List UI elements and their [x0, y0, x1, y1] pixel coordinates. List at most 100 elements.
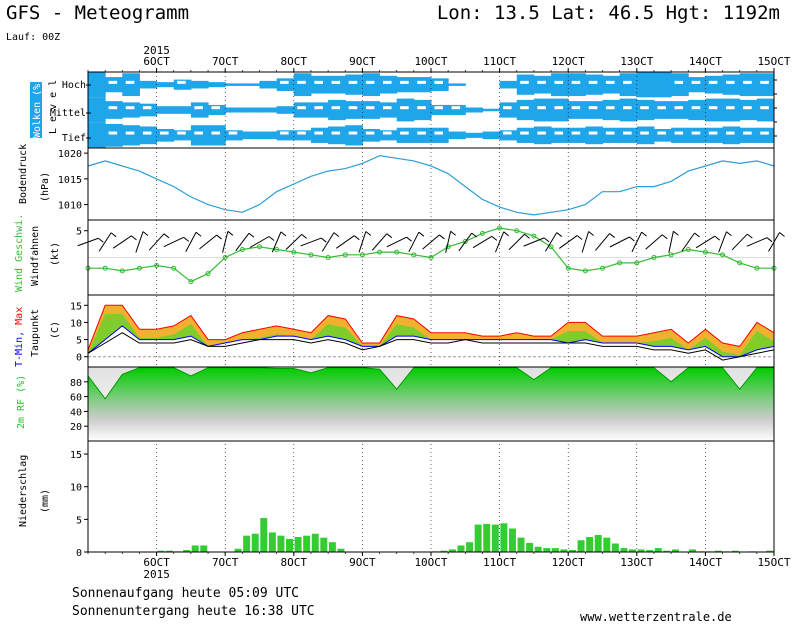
cloud-cell-hoch	[705, 75, 724, 94]
precip-bar	[654, 548, 662, 552]
precip-bar	[191, 545, 199, 552]
date-label-bottom: 12OCT	[552, 556, 585, 569]
wind-barb-feather	[471, 232, 478, 238]
wind-speed-line	[88, 227, 774, 283]
precip-bar	[311, 533, 319, 552]
cloud-cell-hoch	[413, 77, 432, 93]
cloud-cell-mittel	[465, 107, 483, 113]
cloud-cell-mittel	[653, 101, 672, 119]
cloud-cell-hoch	[396, 77, 415, 93]
precip-bar	[157, 550, 165, 552]
cloud-cell-hoch	[551, 73, 569, 97]
cloud-cell-tief	[379, 130, 398, 141]
cloud-cell-hoch	[242, 83, 260, 86]
website-link[interactable]: www.wetterzentrale.de	[580, 610, 732, 624]
cloud-cell-tief	[293, 130, 312, 141]
wind-barb-feather	[641, 231, 647, 237]
date-label-bottom: 15OCT	[757, 556, 790, 569]
precip-bar	[551, 548, 559, 552]
wind-speed-point	[720, 252, 726, 258]
precip-bar	[483, 523, 491, 552]
cloud-gap	[382, 80, 392, 84]
cloud-cell-tief	[688, 127, 706, 143]
wind-speed-point	[617, 260, 623, 266]
cloud-cell-tief	[516, 127, 535, 143]
cloud-gap	[605, 80, 615, 84]
cloud-gap	[760, 80, 769, 84]
wind-barb	[508, 233, 525, 251]
wind-barb-feather	[301, 233, 308, 239]
cloud-gap	[674, 131, 684, 135]
precip-bar	[234, 548, 242, 552]
wind-speed-point	[394, 249, 400, 255]
cloud-cell-tief	[431, 127, 449, 143]
cloud-cell-mittel	[756, 98, 775, 122]
wind-barb	[321, 232, 335, 252]
precip-bar	[569, 550, 576, 552]
cloud-gap	[314, 131, 323, 135]
precip-bar	[534, 546, 542, 552]
wind-barb-feather	[320, 237, 327, 243]
precip-bar	[577, 540, 585, 552]
wind-barb-feather	[714, 235, 721, 241]
cloud-gap	[108, 106, 118, 110]
cloud-gap	[503, 131, 512, 135]
cloud-gap	[640, 131, 649, 135]
precip-bar	[611, 543, 619, 552]
cloud-cell-hoch	[688, 77, 706, 93]
cloud-cell-hoch	[379, 75, 398, 94]
wind-barb-feather	[661, 234, 668, 240]
date-label-top: 6OCT	[143, 55, 170, 68]
cloud-gap	[125, 131, 135, 135]
wind-speed-point	[274, 246, 280, 252]
wind-barb-feather	[747, 233, 753, 239]
precip-bar	[766, 550, 774, 552]
cloud-cell-tief	[722, 126, 741, 145]
cloud-cell-tief	[259, 131, 278, 140]
wind-barb	[422, 234, 440, 250]
cloud-gap	[400, 131, 409, 135]
wind-barb	[300, 237, 322, 247]
precip-bar	[543, 548, 551, 552]
cloud-cell-hoch	[88, 72, 106, 98]
precip-bar	[268, 532, 276, 552]
cloud-gap	[382, 131, 392, 135]
year-label-top: 2015	[143, 44, 170, 57]
cloud-cell-hoch	[568, 73, 586, 97]
cloud-gap	[177, 131, 186, 135]
cloud-gap	[211, 106, 221, 110]
precip-bar	[277, 535, 285, 552]
cloud-ylabel2: L e v e l	[48, 80, 59, 134]
wind-speed-point	[445, 244, 451, 250]
cloud-cell-hoch	[602, 75, 621, 94]
cloud-gap	[743, 106, 752, 110]
wind-barb-feather	[694, 232, 700, 238]
cloud-gap	[708, 106, 718, 110]
cloud-cell-hoch	[259, 80, 278, 89]
cloud-gap	[537, 131, 546, 135]
cloud-gap	[228, 131, 238, 135]
wind-speed-point	[582, 268, 588, 274]
cloud-cell-mittel	[105, 101, 123, 119]
wind-barb	[581, 231, 590, 253]
wind-speed-point	[308, 252, 314, 258]
precip-bar	[714, 550, 722, 552]
cloud-cell-tief	[448, 131, 466, 140]
wind-speed-point	[754, 265, 760, 271]
cloud-ylabel: Wolken (%)	[32, 78, 43, 138]
precip-bar	[637, 549, 645, 552]
cloud-cell-mittel	[568, 101, 586, 119]
wind-barb-feather	[543, 237, 550, 243]
cloud-gap	[280, 80, 289, 84]
cloud-gap	[160, 131, 169, 135]
cloud-cell-mittel	[448, 104, 466, 116]
wind-barb-feather	[588, 231, 594, 236]
date-label-top: 13OCT	[620, 55, 653, 68]
cloud-gap	[211, 131, 221, 135]
wind-speed-point	[565, 265, 571, 271]
cloud-gap	[331, 80, 341, 84]
cloud-gap	[674, 106, 684, 110]
cloud-cell-hoch	[156, 82, 175, 88]
cloud-cell-mittel	[208, 104, 226, 116]
wind-barb-feather	[248, 232, 255, 238]
